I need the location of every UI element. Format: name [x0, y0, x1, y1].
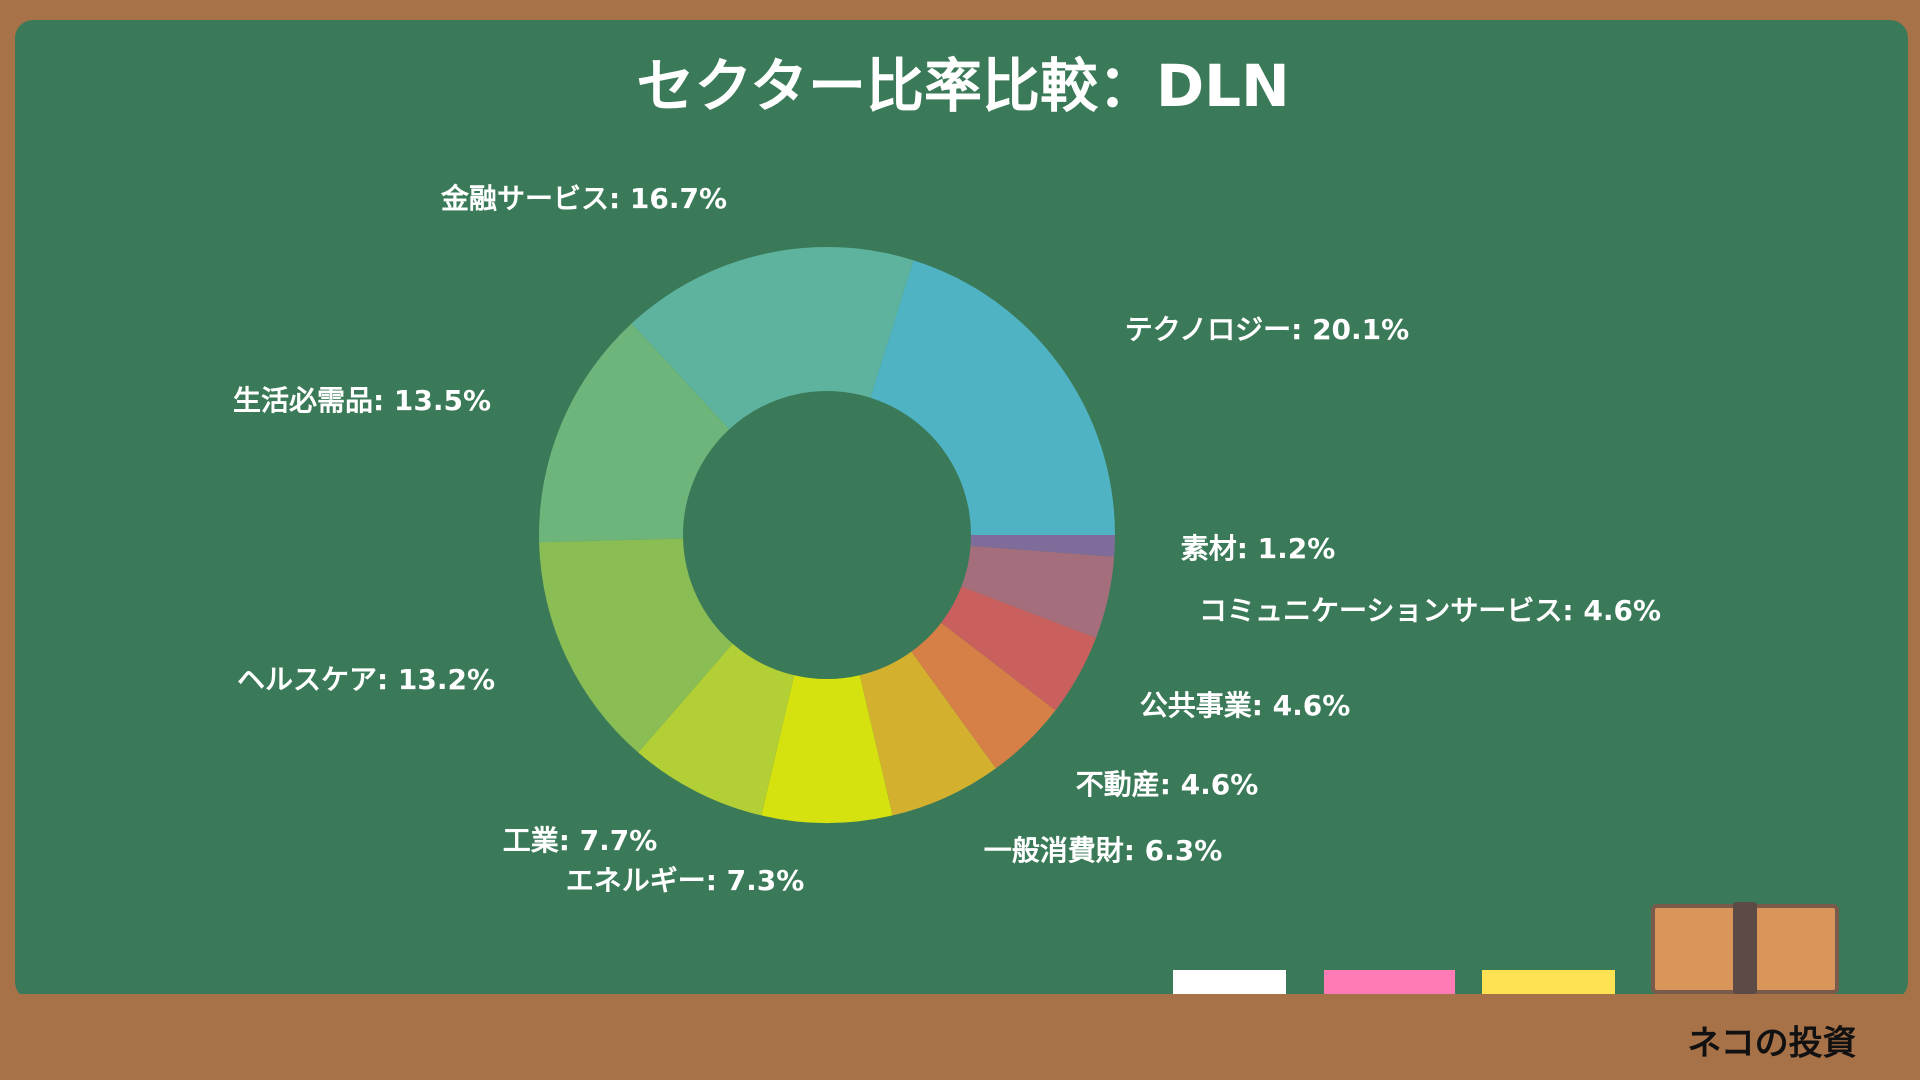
- brand: ネコの投資: [1687, 1024, 1856, 1064]
- slice-label: コミュニケーションサービス: 4.6%: [1199, 594, 1661, 627]
- slice-label: 一般消費財: 6.3%: [984, 834, 1223, 867]
- slice-label: 生活必需品: 13.5%: [233, 384, 491, 417]
- donut-slice: [638, 643, 795, 816]
- donut-slice: [539, 538, 733, 753]
- chalk-pink: [1324, 970, 1455, 994]
- slice-label: 素材: 1.2%: [1181, 532, 1336, 565]
- slice-label: ヘルスケア: 13.2%: [237, 663, 495, 696]
- donut-slice: [761, 675, 893, 823]
- slice-label: 公共事業: 4.6%: [1140, 689, 1351, 722]
- tray: [0, 994, 1920, 1080]
- slice-label: テクノロジー: 20.1%: [1125, 313, 1409, 346]
- donut-slice: [911, 622, 1056, 769]
- chalk-white: [1173, 970, 1286, 994]
- slice-label: 工業: 7.7%: [503, 824, 658, 857]
- donut-slice: [631, 247, 914, 430]
- donut-slice: [970, 535, 1115, 557]
- chalk-yellow: [1482, 970, 1615, 994]
- donut-slice: [859, 651, 996, 816]
- slice-label: 金融サービス: 16.7%: [440, 182, 727, 215]
- slice-label: 不動産: 4.6%: [1076, 768, 1259, 801]
- donut-slice: [870, 260, 1115, 535]
- eraser-band: [1733, 902, 1757, 994]
- slice-label: エネルギー: 7.3%: [566, 864, 805, 897]
- donut-slice: [539, 323, 730, 543]
- donut-slice: [941, 586, 1097, 711]
- chart-title: セクター比率比較：DLN: [636, 52, 1289, 120]
- board: [15, 20, 1908, 1000]
- donut-slice: [961, 545, 1115, 638]
